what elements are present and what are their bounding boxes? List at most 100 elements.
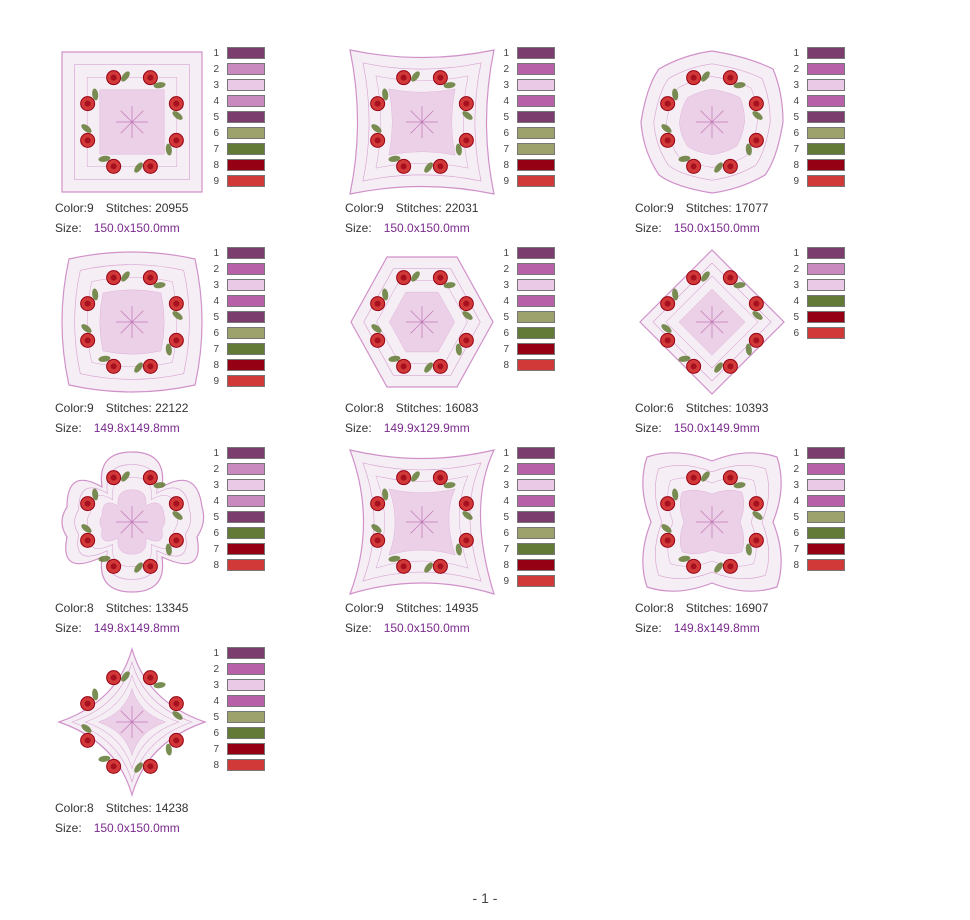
- color-index: 1: [793, 248, 799, 259]
- color-index: 4: [503, 96, 509, 107]
- stitches-label: Stitches:: [105, 201, 156, 215]
- design-size: Size: 150.0x150.0mm: [635, 221, 760, 235]
- color-index: 8: [793, 160, 799, 171]
- color-index: 4: [213, 296, 219, 307]
- design-thumbnail: [57, 647, 207, 797]
- color-label: Color:: [55, 601, 88, 615]
- color-index: 1: [503, 48, 509, 59]
- size-label: Size:: [345, 621, 372, 635]
- color-label: Color:: [55, 401, 88, 415]
- color-label: Color:: [635, 601, 668, 615]
- color-count: 9: [667, 201, 674, 215]
- thread-color-chart: 1 2 3 4 5 6 7 8: [497, 247, 567, 375]
- design-thumbnail: [347, 247, 497, 397]
- color-row: 5: [207, 311, 277, 327]
- color-swatch: [517, 359, 555, 371]
- color-index: 1: [793, 48, 799, 59]
- stitches-label: Stitches:: [105, 801, 156, 815]
- color-row: 3: [787, 479, 857, 495]
- color-swatch: [227, 479, 265, 491]
- color-index: 4: [503, 296, 509, 307]
- thread-color-chart: 1 2 3 4 5 6 7 8: [787, 447, 857, 575]
- color-swatch: [227, 327, 265, 339]
- color-index: 9: [503, 176, 509, 187]
- color-index: 2: [503, 64, 509, 75]
- color-row: 6: [207, 127, 277, 143]
- color-row: 4: [787, 495, 857, 511]
- color-swatch: [517, 511, 555, 523]
- color-index: 6: [503, 528, 509, 539]
- color-row: 9: [787, 175, 857, 191]
- color-swatch: [227, 263, 265, 275]
- design-card: 1 2 3 4 5 6 7 8 Color:8 Stitches: 14238 Size: 150.0…: [55, 647, 317, 847]
- color-row: 8: [787, 559, 857, 575]
- color-index: 9: [793, 176, 799, 187]
- color-row: 1: [207, 247, 277, 263]
- color-index: 3: [793, 280, 799, 291]
- color-index: 3: [213, 80, 219, 91]
- color-swatch: [807, 559, 845, 571]
- color-row: 8: [207, 559, 277, 575]
- color-row: 7: [787, 143, 857, 159]
- color-label: Color:: [345, 601, 378, 615]
- color-swatch: [517, 479, 555, 491]
- color-row: 2: [787, 463, 857, 479]
- color-index: 5: [503, 112, 509, 123]
- thread-color-chart: 1 2 3 4 5 6 7 8 9: [497, 47, 567, 191]
- color-index: 7: [503, 544, 509, 555]
- size-value: 150.0x150.0mm: [383, 621, 470, 635]
- stitches-label: Stitches:: [685, 601, 736, 615]
- design-card: 1 2 3 4 5 6 7 8 9 Color:9 Stitches: 14935 Size: 150.…: [345, 447, 607, 647]
- design-stats: Color:8 Stitches: 13345: [55, 601, 188, 615]
- color-swatch: [807, 479, 845, 491]
- color-row: 4: [497, 95, 567, 111]
- color-swatch: [227, 527, 265, 539]
- color-label: Color:: [635, 201, 668, 215]
- thread-color-chart: 1 2 3 4 5 6 7 8 9: [497, 447, 567, 591]
- color-row: 8: [207, 759, 277, 775]
- color-swatch: [807, 247, 845, 259]
- color-row: 7: [207, 143, 277, 159]
- thread-color-chart: 1 2 3 4 5 6 7 8 9: [207, 47, 277, 191]
- stitches-label: Stitches:: [395, 601, 446, 615]
- color-index: 3: [503, 280, 509, 291]
- color-swatch: [517, 47, 555, 59]
- color-index: 5: [503, 512, 509, 523]
- design-catalog-grid: 1 2 3 4 5 6 7 8 9 Color:9 Stitches: 20955 Size: 150.…: [55, 47, 857, 847]
- color-row: 5: [207, 111, 277, 127]
- color-row: 4: [207, 495, 277, 511]
- color-row: 3: [207, 79, 277, 95]
- color-row: 1: [787, 247, 857, 263]
- color-swatch: [517, 79, 555, 91]
- color-swatch: [807, 79, 845, 91]
- color-index: 6: [503, 128, 509, 139]
- size-label: Size:: [55, 821, 82, 835]
- color-row: 6: [787, 527, 857, 543]
- design-stats: Color:9 Stitches: 22122: [55, 401, 188, 415]
- color-index: 6: [213, 528, 219, 539]
- color-index: 5: [213, 512, 219, 523]
- stitches-label: Stitches:: [395, 201, 446, 215]
- color-index: 4: [503, 496, 509, 507]
- color-swatch: [517, 447, 555, 459]
- color-row: 9: [497, 175, 567, 191]
- design-thumbnail: [637, 447, 787, 597]
- design-thumbnail: [637, 247, 787, 397]
- color-row: 5: [497, 111, 567, 127]
- color-index: 1: [213, 248, 219, 259]
- stitch-count: 17077: [735, 201, 769, 215]
- color-swatch: [807, 511, 845, 523]
- color-count: 8: [377, 401, 384, 415]
- design-thumbnail-art: [349, 49, 495, 195]
- color-index: 3: [503, 80, 509, 91]
- color-row: 4: [207, 95, 277, 111]
- color-index: 1: [503, 448, 509, 459]
- color-row: 3: [207, 479, 277, 495]
- color-swatch: [227, 743, 265, 755]
- color-row: 5: [787, 111, 857, 127]
- color-index: 3: [213, 480, 219, 491]
- stitch-count: 10393: [735, 401, 769, 415]
- design-stats: Color:8 Stitches: 14238: [55, 801, 188, 815]
- design-size: Size: 150.0x149.9mm: [635, 421, 760, 435]
- color-index: 6: [793, 328, 799, 339]
